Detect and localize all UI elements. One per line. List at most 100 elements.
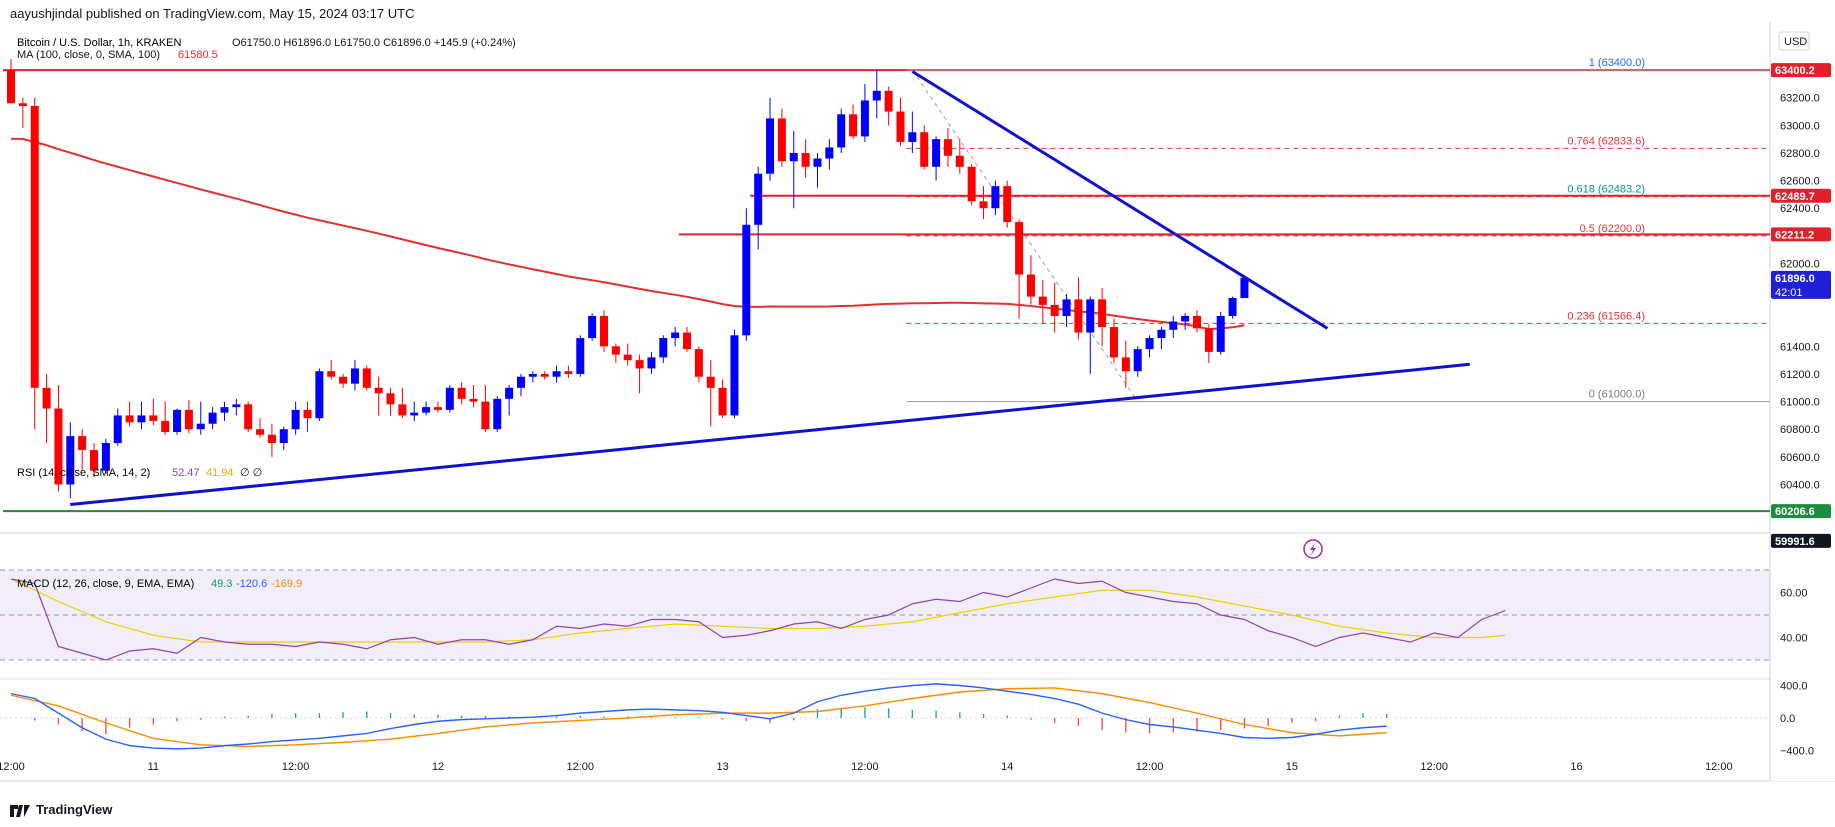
candle-down[interactable] (683, 327, 692, 352)
candle-down[interactable] (623, 343, 632, 366)
candle-down[interactable] (1026, 255, 1035, 305)
candle-down[interactable] (327, 360, 336, 380)
candle-down[interactable] (979, 186, 988, 220)
candle-down[interactable] (967, 164, 976, 206)
candle-down[interactable] (1121, 340, 1130, 388)
candle-down[interactable] (1015, 219, 1024, 319)
candle-down[interactable] (339, 373, 348, 388)
candle-up[interactable] (493, 396, 502, 432)
candle-down[interactable] (849, 104, 858, 140)
candle-down[interactable] (7, 59, 15, 104)
candle-down[interactable] (920, 125, 929, 170)
candle-down[interactable] (611, 343, 620, 363)
candle-up[interactable] (730, 329, 739, 419)
candle-down[interactable] (1098, 288, 1107, 347)
candle-down[interactable] (303, 401, 312, 432)
candle-up[interactable] (872, 70, 881, 119)
candle-down[interactable] (42, 373, 51, 444)
candle-down[interactable] (896, 97, 905, 147)
candle-down[interactable] (1074, 277, 1083, 340)
candle-up[interactable] (516, 373, 525, 397)
price-tag[interactable] (1771, 188, 1831, 203)
candle-down[interactable] (457, 382, 466, 405)
candle-up[interactable] (445, 385, 454, 413)
currency-badge[interactable] (1778, 31, 1810, 51)
candle-up[interactable] (908, 111, 917, 153)
candle-down[interactable] (149, 398, 158, 426)
trendline[interactable] (70, 362, 1470, 506)
candle-up[interactable] (742, 208, 751, 341)
candle-down[interactable] (564, 365, 573, 379)
candle-down[interactable] (1003, 180, 1012, 228)
candle-up[interactable] (860, 83, 869, 142)
candle-up[interactable] (659, 335, 668, 363)
candle-up[interactable] (1169, 315, 1178, 339)
price-axis[interactable]: 63200.0 63000.0 62800.0 62600.0 62400.0 62000… (1771, 22, 1835, 781)
macd-pane[interactable] (0, 683, 1770, 750)
candle-down[interactable] (184, 400, 193, 434)
candle-up[interactable] (932, 136, 941, 181)
candle-down[interactable] (125, 401, 134, 427)
candle-up[interactable] (137, 401, 146, 430)
candle-down[interactable] (777, 108, 786, 167)
candle-up[interactable] (528, 371, 537, 383)
candle-down[interactable] (706, 360, 715, 427)
candle-up[interactable] (647, 351, 656, 374)
candle-down[interactable] (1204, 324, 1213, 363)
candle-down[interactable] (469, 385, 478, 408)
candle-up[interactable] (66, 422, 75, 499)
candle-up[interactable] (813, 152, 822, 188)
candle-down[interactable] (1038, 280, 1047, 325)
lightning-icon[interactable] (1303, 539, 1323, 559)
price-tag[interactable] (1771, 270, 1831, 299)
price-pane[interactable]: 1 (63400.0) 0.764 (62833.6) 0.618 (62483.2… (3, 57, 1770, 559)
candle-down[interactable] (90, 443, 99, 478)
candle-up[interactable] (113, 408, 122, 446)
candle-down[interactable] (718, 379, 727, 419)
candle-down[interactable] (943, 128, 952, 167)
chart[interactable]: 1 (63400.0) 0.764 (62833.6) 0.618 (62483.2… (0, 22, 1835, 800)
candle-up[interactable] (766, 97, 775, 181)
candle-down[interactable] (884, 86, 893, 126)
candle-down[interactable] (374, 376, 383, 416)
candle-down[interactable] (1109, 318, 1118, 363)
candle-down[interactable] (694, 346, 703, 383)
candle-up[interactable] (279, 426, 288, 450)
candle-down[interactable] (256, 418, 265, 438)
candle-down[interactable] (955, 139, 964, 174)
candle-up[interactable] (196, 401, 205, 435)
candle-up[interactable] (588, 313, 597, 341)
candle-down[interactable] (540, 371, 549, 380)
price-tag[interactable] (1771, 504, 1831, 519)
candle-up[interactable] (1240, 277, 1249, 299)
candle-up[interactable] (315, 368, 324, 421)
candle-up[interactable] (1228, 296, 1237, 319)
candle-up[interactable] (789, 130, 798, 209)
candle-up[interactable] (232, 398, 241, 416)
candle-down[interactable] (30, 97, 39, 430)
candle-down[interactable] (244, 401, 253, 432)
candle-down[interactable] (481, 385, 490, 432)
tradingview-logo[interactable]: TradingView (10, 802, 112, 817)
candle-up[interactable] (350, 360, 359, 391)
candle-up[interactable] (101, 438, 110, 474)
candle-down[interactable] (433, 401, 442, 413)
candle-up[interactable] (1133, 346, 1142, 377)
price-tag[interactable] (1771, 63, 1831, 78)
candle-up[interactable] (1062, 293, 1071, 328)
candle-up[interactable] (552, 365, 561, 383)
candle-down[interactable] (398, 387, 407, 419)
candle-down[interactable] (267, 423, 276, 457)
candle-down[interactable] (635, 354, 644, 394)
candle-up[interactable] (754, 166, 763, 250)
candle-down[interactable] (18, 97, 27, 129)
candle-up[interactable] (576, 335, 585, 377)
candle-up[interactable] (671, 327, 680, 347)
candle-down[interactable] (362, 365, 371, 391)
candle-up[interactable] (208, 407, 217, 430)
candle-up[interactable] (291, 401, 300, 435)
candle-up[interactable] (505, 385, 514, 416)
candle-up[interactable] (410, 401, 419, 421)
price-tag[interactable] (1771, 533, 1831, 548)
candle-down[interactable] (161, 401, 170, 435)
